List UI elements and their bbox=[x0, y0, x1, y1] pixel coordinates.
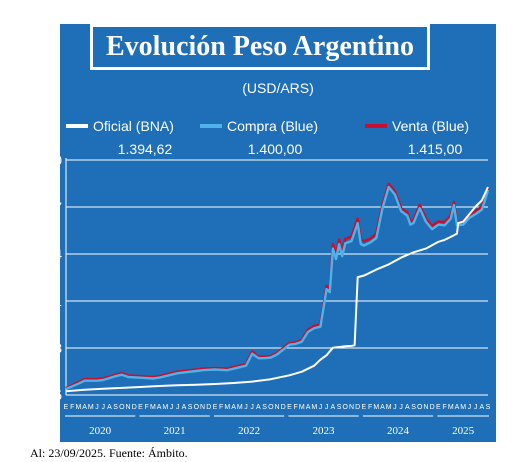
y-tick-label: 974 bbox=[39, 246, 63, 262]
month-tick-label: J bbox=[474, 404, 478, 411]
year-label: 2025 bbox=[452, 425, 475, 437]
year-label: 2023 bbox=[313, 425, 336, 437]
y-tick-label: 661 bbox=[39, 293, 63, 309]
month-tick-label: F bbox=[219, 404, 223, 411]
year-label: 2020 bbox=[89, 425, 112, 437]
month-tick-label: S bbox=[113, 404, 118, 411]
month-tick-label: A bbox=[231, 404, 236, 411]
month-tick-label: J bbox=[319, 404, 323, 411]
month-tick-label: A bbox=[479, 404, 484, 411]
month-tick-label: N bbox=[126, 404, 131, 411]
month-tick-label: S bbox=[486, 404, 491, 411]
y-tick-label: 348 bbox=[39, 340, 63, 356]
legend-value-compra: 1.400,00 bbox=[248, 141, 303, 157]
month-tick-label: J bbox=[101, 404, 105, 411]
month-tick-label: N bbox=[423, 404, 428, 411]
month-tick-label: A bbox=[182, 404, 187, 411]
title-frame: Evolución Peso Argentino bbox=[90, 24, 430, 70]
legend-label-compra: Compra (Blue) bbox=[227, 118, 318, 134]
y-tick-label: 1287 bbox=[31, 199, 62, 215]
month-tick-label: D bbox=[206, 404, 211, 411]
legend-value-oficial: 1.394,62 bbox=[118, 141, 173, 157]
month-tick-label: M bbox=[373, 404, 379, 411]
month-tick-label: J bbox=[170, 404, 174, 411]
month-tick-label: O bbox=[417, 404, 423, 411]
month-tick-label: J bbox=[244, 404, 248, 411]
month-tick-label: N bbox=[349, 404, 354, 411]
source-footer: Al: 23/09/2025. Fuente: Ámbito. bbox=[30, 446, 188, 460]
month-tick-label: E bbox=[138, 404, 143, 411]
month-tick-label: O bbox=[194, 404, 200, 411]
month-tick-label: A bbox=[331, 404, 336, 411]
month-tick-label: A bbox=[157, 404, 162, 411]
series-line-oficial bbox=[65, 186, 489, 393]
year-label: 2021 bbox=[164, 425, 186, 437]
chart-title: Evolución Peso Argentino bbox=[93, 27, 427, 67]
month-tick-label: A bbox=[380, 404, 385, 411]
month-tick-label: E bbox=[213, 404, 218, 411]
month-tick-label: M bbox=[299, 404, 305, 411]
y-tick-label: 35 bbox=[46, 387, 62, 403]
month-tick-label: A bbox=[405, 404, 410, 411]
month-tick-label: F bbox=[368, 404, 372, 411]
month-tick-label: D bbox=[430, 404, 435, 411]
month-tick-label: O bbox=[268, 404, 274, 411]
month-tick-label: J bbox=[95, 404, 99, 411]
month-tick-label: J bbox=[399, 404, 403, 411]
legend-value-venta: 1.415,00 bbox=[408, 141, 463, 157]
series-line-venta bbox=[65, 182, 490, 390]
month-tick-label: E bbox=[362, 404, 367, 411]
month-tick-label: A bbox=[82, 404, 87, 411]
month-tick-label: A bbox=[306, 404, 311, 411]
month-tick-label: J bbox=[468, 404, 472, 411]
month-tick-label: M bbox=[386, 404, 392, 411]
year-label: 2024 bbox=[387, 425, 410, 437]
month-tick-label: A bbox=[256, 404, 261, 411]
month-tick-label: S bbox=[262, 404, 267, 411]
month-tick-label: F bbox=[442, 404, 446, 411]
month-tick-label: M bbox=[224, 404, 230, 411]
month-tick-label: M bbox=[311, 404, 317, 411]
y-tick-label: 1600 bbox=[31, 152, 62, 168]
month-tick-label: S bbox=[337, 404, 342, 411]
month-tick-label: F bbox=[293, 404, 297, 411]
month-tick-label: M bbox=[150, 404, 156, 411]
month-tick-label: F bbox=[145, 404, 149, 411]
month-tick-label: J bbox=[325, 404, 329, 411]
month-tick-label: F bbox=[70, 404, 74, 411]
chart-panel bbox=[60, 24, 496, 442]
month-tick-label: M bbox=[88, 404, 94, 411]
month-tick-label: J bbox=[250, 404, 254, 411]
month-tick-label: M bbox=[460, 404, 466, 411]
month-tick-label: E bbox=[436, 404, 441, 411]
month-tick-label: J bbox=[176, 404, 180, 411]
month-tick-label: S bbox=[188, 404, 193, 411]
month-tick-label: A bbox=[107, 404, 112, 411]
month-tick-label: S bbox=[411, 404, 416, 411]
month-tick-label: N bbox=[200, 404, 205, 411]
month-tick-label: J bbox=[393, 404, 397, 411]
chart-subtitle: (USD/ARS) bbox=[242, 80, 314, 96]
month-tick-label: E bbox=[287, 404, 292, 411]
legend-label-oficial: Oficial (BNA) bbox=[93, 118, 174, 134]
month-tick-label: O bbox=[119, 404, 125, 411]
series-line-compra bbox=[65, 185, 490, 391]
month-tick-label: D bbox=[132, 404, 137, 411]
month-tick-label: M bbox=[237, 404, 243, 411]
month-tick-label: D bbox=[281, 404, 286, 411]
month-tick-label: N bbox=[274, 404, 279, 411]
month-tick-label: D bbox=[355, 404, 360, 411]
month-tick-label: M bbox=[448, 404, 454, 411]
legend-label-venta: Venta (Blue) bbox=[392, 118, 469, 134]
year-label: 2022 bbox=[238, 425, 260, 437]
month-tick-label: M bbox=[162, 404, 168, 411]
month-tick-label: O bbox=[343, 404, 349, 411]
month-tick-label: M bbox=[75, 404, 81, 411]
month-tick-label: E bbox=[64, 404, 69, 411]
month-tick-label: A bbox=[455, 404, 460, 411]
